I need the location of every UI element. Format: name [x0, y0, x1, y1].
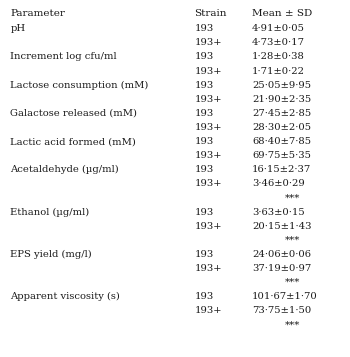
Text: 21·90±2·35: 21·90±2·35 [252, 95, 311, 104]
Text: 37·19±0·97: 37·19±0·97 [252, 264, 311, 273]
Text: 101·67±1·70: 101·67±1·70 [252, 292, 318, 301]
Text: 193+: 193+ [194, 39, 222, 47]
Text: 1·71±0·22: 1·71±0·22 [252, 66, 305, 76]
Text: Parameter: Parameter [10, 9, 65, 18]
Text: Apparent viscosity (s): Apparent viscosity (s) [10, 292, 120, 301]
Text: Ethanol (µg/ml): Ethanol (µg/ml) [10, 207, 90, 217]
Text: 193+: 193+ [194, 66, 222, 76]
Text: 193: 193 [194, 81, 214, 90]
Text: 193: 193 [194, 137, 214, 146]
Text: ***: *** [285, 320, 300, 330]
Text: 25·05±9·95: 25·05±9·95 [252, 81, 311, 90]
Text: 193+: 193+ [194, 179, 222, 188]
Text: 193: 193 [194, 165, 214, 174]
Text: 193+: 193+ [194, 151, 222, 160]
Text: ***: *** [285, 193, 300, 202]
Text: 193: 193 [194, 109, 214, 118]
Text: 1·28±0·38: 1·28±0·38 [252, 52, 305, 61]
Text: 16·15±2·37: 16·15±2·37 [252, 165, 311, 174]
Text: Mean ± SD: Mean ± SD [252, 9, 312, 18]
Text: 20·15±1·43: 20·15±1·43 [252, 222, 312, 231]
Text: 27·45±2·85: 27·45±2·85 [252, 109, 311, 118]
Text: 3·63±0·15: 3·63±0·15 [252, 207, 305, 217]
Text: pH: pH [10, 24, 26, 33]
Text: 193: 193 [194, 24, 214, 33]
Text: 193+: 193+ [194, 264, 222, 273]
Text: Strain: Strain [194, 9, 227, 18]
Text: 24·06±0·06: 24·06±0·06 [252, 250, 311, 259]
Text: 193: 193 [194, 250, 214, 259]
Text: 193+: 193+ [194, 123, 222, 132]
Text: 193+: 193+ [194, 222, 222, 231]
Text: Acetaldehyde (µg/ml): Acetaldehyde (µg/ml) [10, 165, 119, 175]
Text: Lactose consumption (mM): Lactose consumption (mM) [10, 81, 149, 90]
Text: 193: 193 [194, 292, 214, 301]
Text: ***: *** [285, 236, 300, 245]
Text: 4·91±0·05: 4·91±0·05 [252, 24, 305, 33]
Text: Increment log cfu/ml: Increment log cfu/ml [10, 52, 117, 61]
Text: 28·30±2·05: 28·30±2·05 [252, 123, 311, 132]
Text: EPS yield (mg/l): EPS yield (mg/l) [10, 250, 92, 259]
Text: 4·73±0·17: 4·73±0·17 [252, 39, 305, 47]
Text: 193: 193 [194, 207, 214, 217]
Text: 193: 193 [194, 52, 214, 61]
Text: Lactic acid formed (mM): Lactic acid formed (mM) [10, 137, 136, 146]
Text: 193+: 193+ [194, 306, 222, 315]
Text: 73·75±1·50: 73·75±1·50 [252, 306, 311, 315]
Text: 69·75±5·35: 69·75±5·35 [252, 151, 311, 160]
Text: Galactose released (mM): Galactose released (mM) [10, 109, 138, 118]
Text: 68·40±7·85: 68·40±7·85 [252, 137, 311, 146]
Text: 3·46±0·29: 3·46±0·29 [252, 179, 305, 188]
Text: 193+: 193+ [194, 95, 222, 104]
Text: ***: *** [285, 278, 300, 287]
